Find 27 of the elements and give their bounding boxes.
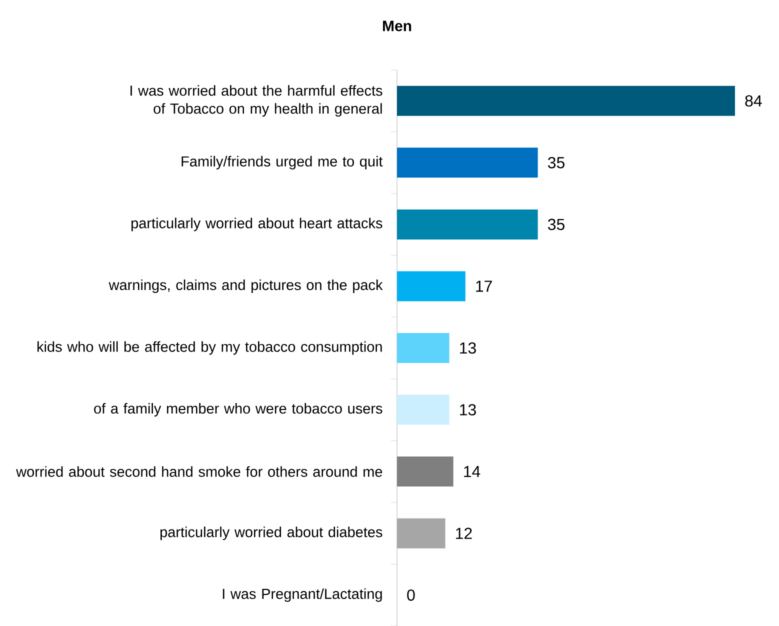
y-tick-label: particularly worried about heart attacks: [131, 218, 382, 232]
data-label: 13: [460, 342, 476, 354]
bar: [397, 86, 735, 116]
y-tick-label: I was Pregnant/Lactating: [222, 588, 382, 602]
bar: [397, 394, 450, 425]
bar: [397, 209, 538, 240]
data-label: 12: [456, 528, 472, 539]
bar: [397, 148, 538, 178]
data-label: 35: [548, 218, 564, 230]
bar: [397, 271, 466, 302]
y-tick-label: worried about second hand smoke for others around me: [16, 466, 382, 477]
data-label: 0: [407, 589, 415, 601]
data-label: 35: [548, 157, 564, 168]
y-tick-label: warnings, claims and pictures on the pack: [108, 279, 383, 293]
data-label: 14: [464, 466, 480, 478]
data-label: 17: [476, 280, 492, 292]
y-tick-label: kids who will be affected by my tobacco consumption: [37, 341, 382, 355]
bar: [397, 456, 454, 487]
bar: [397, 333, 450, 363]
bar: [397, 518, 446, 548]
y-tick-label: Family/friends urged me to quit: [182, 156, 383, 170]
data-label: 13: [460, 404, 476, 416]
chart-title: Men: [383, 20, 412, 32]
data-label: 84: [745, 95, 762, 107]
y-tick-label: I was worried about the harmful effects of Tobacco on my health in general: [130, 85, 382, 117]
y-tick-label: particularly worried about diabetes: [160, 526, 382, 540]
y-tick-label: of a family member who were tobacco users: [94, 403, 382, 417]
